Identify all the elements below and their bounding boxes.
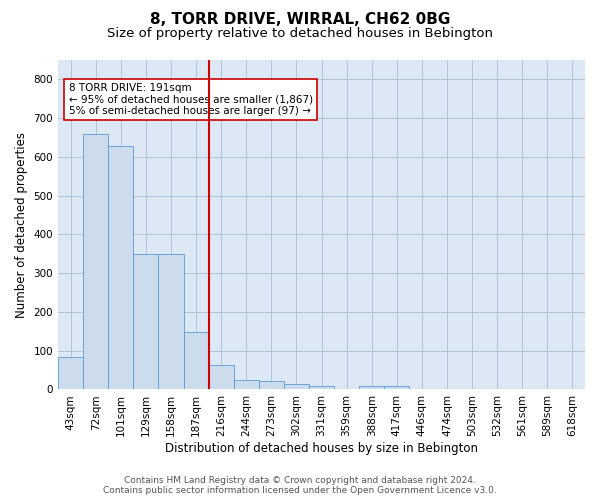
- X-axis label: Distribution of detached houses by size in Bebington: Distribution of detached houses by size …: [165, 442, 478, 455]
- Bar: [284, 384, 309, 390]
- Bar: [83, 134, 108, 390]
- Text: 8, TORR DRIVE, WIRRAL, CH62 0BG: 8, TORR DRIVE, WIRRAL, CH62 0BG: [150, 12, 450, 28]
- Bar: [184, 332, 209, 390]
- Text: Size of property relative to detached houses in Bebington: Size of property relative to detached ho…: [107, 28, 493, 40]
- Text: 8 TORR DRIVE: 191sqm
← 95% of detached houses are smaller (1,867)
5% of semi-det: 8 TORR DRIVE: 191sqm ← 95% of detached h…: [68, 83, 313, 116]
- Bar: [108, 146, 133, 390]
- Bar: [233, 380, 259, 390]
- Bar: [309, 386, 334, 390]
- Bar: [158, 254, 184, 390]
- Y-axis label: Number of detached properties: Number of detached properties: [15, 132, 28, 318]
- Text: Contains HM Land Registry data © Crown copyright and database right 2024.
Contai: Contains HM Land Registry data © Crown c…: [103, 476, 497, 495]
- Bar: [384, 386, 409, 390]
- Bar: [58, 358, 83, 390]
- Bar: [259, 381, 284, 390]
- Bar: [209, 366, 233, 390]
- Bar: [359, 386, 384, 390]
- Bar: [133, 254, 158, 390]
